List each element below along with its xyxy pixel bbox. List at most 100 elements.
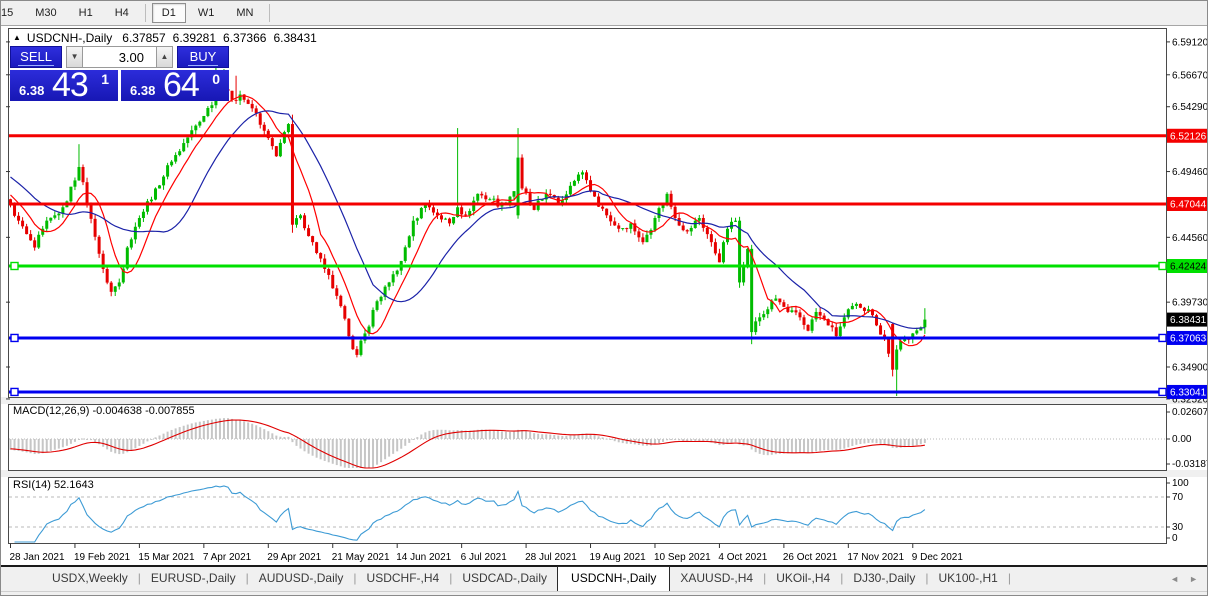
tabs-scroll-left-icon[interactable]: ◄ [1170,573,1180,584]
buy-price-prefix: 6.38 [130,83,156,98]
tab-separator: | [763,571,767,585]
svg-text:70: 70 [1172,492,1184,503]
svg-text:6.37063: 6.37063 [1170,333,1207,344]
moving-average-line[interactable] [10,110,925,330]
svg-text:6.33041: 6.33041 [1170,387,1207,398]
timeframe-button-h4[interactable]: H4 [114,6,129,19]
sell-button[interactable]: SELL [10,46,63,68]
svg-text:-0.03187: -0.03187 [1172,459,1208,470]
svg-text:10 Sep 2021: 10 Sep 2021 [654,552,711,563]
rsi-label: RSI(14) 52.1643 [13,479,94,491]
chart-tab-usdx-weekly[interactable]: USDX,Weekly [52,571,128,585]
svg-text:9 Dec 2021: 9 Dec 2021 [912,552,964,563]
svg-text:6.47044: 6.47044 [1170,199,1207,210]
svg-text:6.44560: 6.44560 [1172,233,1208,244]
hline-handle[interactable] [10,387,19,397]
buy-price-box[interactable]: 6.38 64 0 [121,66,229,104]
timeframe-button-15[interactable]: 15 [1,6,14,19]
tab-separator: | [925,571,929,585]
timeframe-button-w1[interactable]: W1 [197,6,215,19]
timeframe-button-m30[interactable]: M30 [35,6,57,19]
tabs-scroll-arrows: ◄ ► [1170,566,1208,591]
svg-text:6.52126: 6.52126 [1170,131,1207,142]
chart-tab-ukoil-h4[interactable]: UKOil-,H4 [776,571,831,585]
sell-price-box[interactable]: 6.38 43 1 [10,66,118,104]
chart-tab-dj30-daily[interactable]: DJ30-,Daily [853,571,916,585]
price-badge [1167,384,1208,399]
timeframe-button-mn[interactable]: MN [236,6,254,19]
svg-text:30: 30 [1172,522,1184,533]
buy-button[interactable]: BUY [176,46,229,68]
collapse-triangle-icon[interactable]: ▲ [13,33,21,42]
svg-text:6.34900: 6.34900 [1172,362,1208,373]
svg-text:19 Feb 2021: 19 Feb 2021 [74,552,131,563]
rsi-line [14,485,926,543]
chart-tab-usdchf-h4[interactable]: USDCHF-,H4 [366,571,440,585]
ohlc-high: 6.39281 [172,31,217,45]
sell-price-prefix: 6.38 [19,83,45,98]
hline-handle[interactable] [10,333,19,343]
status-strip [0,591,1208,596]
buy-price-big-digits: 64 [163,66,200,104]
svg-text:6.42424: 6.42424 [1170,262,1207,273]
svg-text:6 Jul 2021: 6 Jul 2021 [461,552,508,563]
price-axis: 6.59120 6.56670 6.54290 6.49460 6.44560 6.397… [1166,37,1208,405]
volume-decrease-button[interactable]: ▼ [66,46,83,68]
price-badge [1167,259,1208,273]
date-axis: 28 Jan 2021 19 Feb 2021 15 Mar 2021 7 Apr 2… [10,543,964,563]
ohlc-low: 6.37366 [223,31,267,45]
one-click-trade-panel: SELL ▼ ▲ BUY 6.38 43 1 6.38 64 0 [10,46,229,104]
chart-tab-usdcad-daily[interactable]: USDCAD-,Daily [462,571,548,585]
chart-tab-xauusd-h4[interactable]: XAUUSD-,H4 [680,571,754,585]
timeframe-button-d1[interactable]: D1 [151,2,186,23]
sell-price-pipette: 1 [101,71,109,87]
svg-text:28 Jul 2021: 28 Jul 2021 [525,552,577,563]
macd-signal-line [10,419,925,469]
ohlc-open: 6.37857 [122,31,166,45]
sell-price-big-digits: 43 [52,66,89,104]
price-badge [1167,312,1208,327]
chart-tab-uk100-h1[interactable]: UK100-,H1 [938,571,998,585]
chart-ohlc-header: ▲ USDCNH-,Daily 6.37857 6.39281 6.37366 6.384… [13,31,324,45]
chart-tab-audusd-daily[interactable]: AUDUSD-,Daily [258,571,344,585]
volume-input[interactable] [83,46,156,68]
volume-increase-button[interactable]: ▲ [156,46,173,68]
moving-average-line[interactable] [10,94,926,347]
panel-frame [8,477,1167,544]
macd-label: MACD(12,26,9) -0.004638 -0.007855 [13,405,195,417]
hline-handle[interactable] [10,261,19,271]
tab-separator: | [449,571,453,585]
arrow-up-icon: ▲ [160,52,169,61]
hline-handle[interactable] [1158,333,1167,343]
horizontal-level-lines [9,134,1167,397]
tabs-scroll-right-icon[interactable]: ► [1189,573,1198,584]
svg-text:6.39730: 6.39730 [1172,298,1208,309]
hline-handle[interactable] [1158,261,1167,271]
toolbar-separator [269,3,271,22]
svg-text:19 Aug 2021: 19 Aug 2021 [590,552,647,563]
svg-text:26 Oct 2021: 26 Oct 2021 [783,552,838,563]
arrow-down-icon: ▼ [70,52,79,61]
timeframe-button-h1[interactable]: H1 [78,6,93,19]
svg-text:0.00: 0.00 [1172,434,1192,445]
svg-text:7 Apr 2021: 7 Apr 2021 [203,552,252,563]
svg-text:6.32520: 6.32520 [1172,394,1208,405]
ohlc-close: 6.38431 [273,31,317,45]
price-badge [1167,330,1208,345]
svg-text:29 Apr 2021: 29 Apr 2021 [267,552,321,563]
svg-text:28 Jan 2021: 28 Jan 2021 [10,552,65,563]
candlestick-series [9,59,927,396]
svg-text:0.02607: 0.02607 [1172,407,1208,418]
tab-separator: | [137,571,141,585]
svg-text:21 May 2021: 21 May 2021 [332,552,390,563]
price-badge [1167,196,1208,211]
price-badge [1167,128,1208,143]
svg-text:14 Jun 2021: 14 Jun 2021 [396,552,451,563]
chart-tab-eurusd-daily[interactable]: EURUSD-,Daily [150,571,236,585]
chart-tab-usdcnh-daily[interactable]: USDCNH-,Daily [557,566,671,591]
hline-handle[interactable] [1158,387,1167,397]
svg-text:100: 100 [1172,478,1189,489]
tab-separator: | [353,571,357,585]
